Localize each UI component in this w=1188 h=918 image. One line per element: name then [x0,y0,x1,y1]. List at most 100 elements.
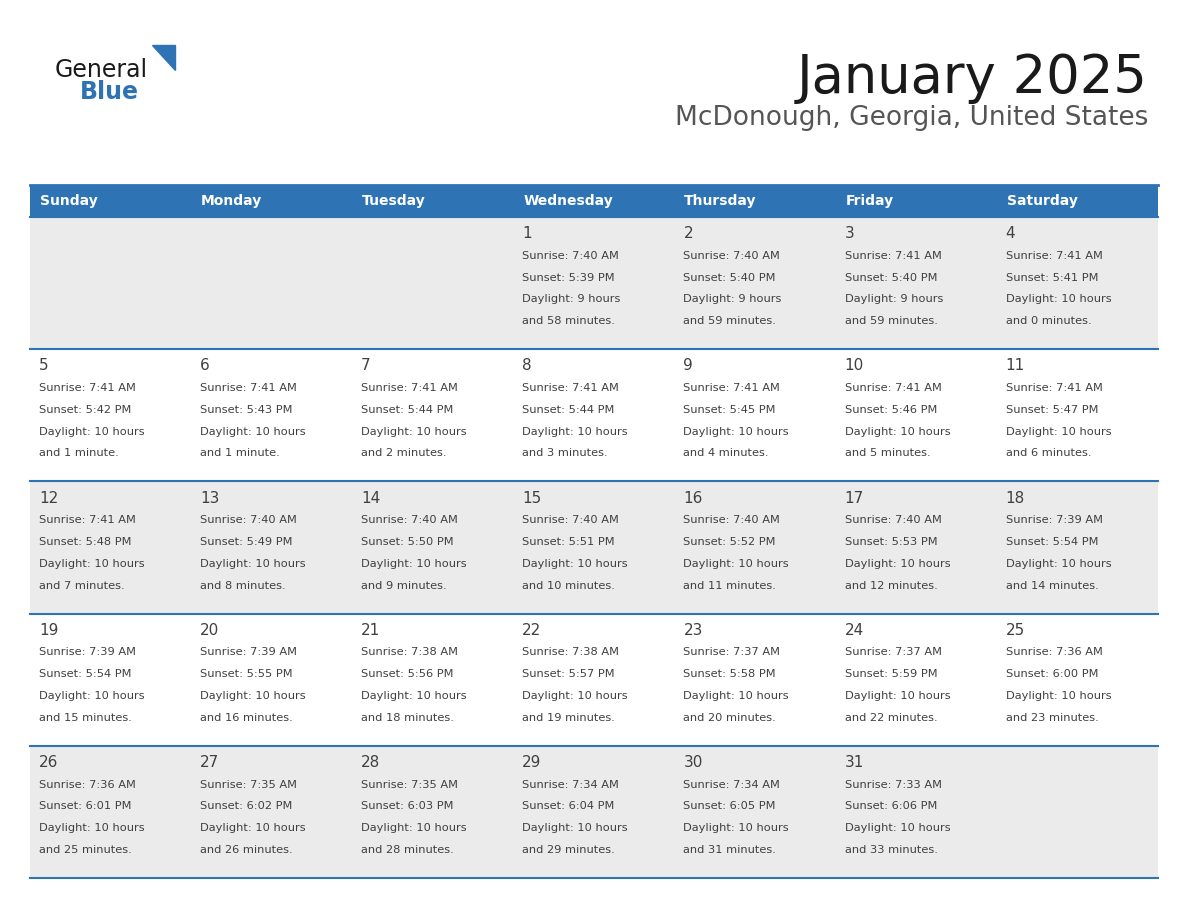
Text: Daylight: 10 hours: Daylight: 10 hours [361,823,467,834]
Text: Sunset: 5:46 PM: Sunset: 5:46 PM [845,405,937,415]
Text: Sunrise: 7:40 AM: Sunrise: 7:40 AM [361,515,459,525]
Text: and 1 minute.: and 1 minute. [39,448,119,458]
Text: Sunset: 6:00 PM: Sunset: 6:00 PM [1006,669,1098,679]
Text: and 0 minutes.: and 0 minutes. [1006,316,1092,326]
Text: and 11 minutes.: and 11 minutes. [683,580,776,590]
Text: Sunrise: 7:41 AM: Sunrise: 7:41 AM [39,515,135,525]
Text: 26: 26 [39,755,58,770]
Text: Sunset: 5:55 PM: Sunset: 5:55 PM [200,669,292,679]
Text: Sunset: 6:04 PM: Sunset: 6:04 PM [523,801,614,812]
Text: Sunset: 5:53 PM: Sunset: 5:53 PM [845,537,937,547]
Bar [30,185,191,217]
Text: McDonough, Georgia, United States: McDonough, Georgia, United States [675,105,1148,131]
Text: Daylight: 10 hours: Daylight: 10 hours [39,823,145,834]
Text: Daylight: 10 hours: Daylight: 10 hours [1006,295,1111,305]
Text: Wednesday: Wednesday [523,194,613,208]
Text: 6: 6 [200,358,210,374]
Text: and 9 minutes.: and 9 minutes. [361,580,447,590]
Text: Daylight: 10 hours: Daylight: 10 hours [361,691,467,701]
Bar [30,745,1158,878]
Text: Daylight: 10 hours: Daylight: 10 hours [39,559,145,569]
Text: and 10 minutes.: and 10 minutes. [523,580,615,590]
Text: Sunrise: 7:41 AM: Sunrise: 7:41 AM [683,383,781,393]
Text: Sunset: 5:54 PM: Sunset: 5:54 PM [39,669,132,679]
Text: Sunset: 5:47 PM: Sunset: 5:47 PM [1006,405,1098,415]
Text: Sunrise: 7:41 AM: Sunrise: 7:41 AM [523,383,619,393]
Text: Sunset: 5:54 PM: Sunset: 5:54 PM [1006,537,1098,547]
Text: Sunrise: 7:41 AM: Sunrise: 7:41 AM [39,383,135,393]
Text: and 59 minutes.: and 59 minutes. [683,316,776,326]
Text: Daylight: 10 hours: Daylight: 10 hours [200,427,305,437]
Text: Sunrise: 7:34 AM: Sunrise: 7:34 AM [523,779,619,789]
Bar [30,613,1158,745]
Text: 29: 29 [523,755,542,770]
Text: Sunrise: 7:38 AM: Sunrise: 7:38 AM [361,647,459,657]
Bar [30,481,1158,613]
Text: Sunrise: 7:41 AM: Sunrise: 7:41 AM [1006,251,1102,261]
Text: Monday: Monday [201,194,263,208]
Text: 9: 9 [683,358,693,374]
Text: 11: 11 [1006,358,1025,374]
Text: 7: 7 [361,358,371,374]
Text: Daylight: 10 hours: Daylight: 10 hours [200,691,305,701]
Text: 3: 3 [845,226,854,241]
Text: Daylight: 10 hours: Daylight: 10 hours [39,427,145,437]
Text: 31: 31 [845,755,864,770]
Text: Sunrise: 7:41 AM: Sunrise: 7:41 AM [1006,383,1102,393]
Text: Daylight: 10 hours: Daylight: 10 hours [845,559,950,569]
Text: and 31 minutes.: and 31 minutes. [683,845,776,855]
Text: 15: 15 [523,490,542,506]
Text: and 59 minutes.: and 59 minutes. [845,316,937,326]
Text: Sunrise: 7:41 AM: Sunrise: 7:41 AM [845,251,941,261]
Text: 18: 18 [1006,490,1025,506]
Text: Sunrise: 7:35 AM: Sunrise: 7:35 AM [200,779,297,789]
Text: 30: 30 [683,755,703,770]
Text: Daylight: 10 hours: Daylight: 10 hours [1006,559,1111,569]
Text: Sunrise: 7:36 AM: Sunrise: 7:36 AM [1006,647,1102,657]
Text: Daylight: 10 hours: Daylight: 10 hours [361,559,467,569]
Text: Sunrise: 7:35 AM: Sunrise: 7:35 AM [361,779,459,789]
Text: Daylight: 9 hours: Daylight: 9 hours [845,295,943,305]
Text: and 6 minutes.: and 6 minutes. [1006,448,1092,458]
Text: Daylight: 10 hours: Daylight: 10 hours [683,691,789,701]
Text: Sunset: 5:48 PM: Sunset: 5:48 PM [39,537,132,547]
Text: Sunset: 5:39 PM: Sunset: 5:39 PM [523,273,615,283]
Text: Sunset: 6:06 PM: Sunset: 6:06 PM [845,801,937,812]
Text: Saturday: Saturday [1006,194,1078,208]
Text: and 19 minutes.: and 19 minutes. [523,712,615,722]
Bar [30,217,1158,349]
Text: Sunset: 5:41 PM: Sunset: 5:41 PM [1006,273,1098,283]
Text: Sunset: 5:45 PM: Sunset: 5:45 PM [683,405,776,415]
Text: Sunrise: 7:39 AM: Sunrise: 7:39 AM [39,647,135,657]
Text: Sunset: 5:59 PM: Sunset: 5:59 PM [845,669,937,679]
Text: Sunrise: 7:33 AM: Sunrise: 7:33 AM [845,779,942,789]
Bar [30,349,1158,481]
Text: 5: 5 [39,358,49,374]
Text: Sunrise: 7:40 AM: Sunrise: 7:40 AM [200,515,297,525]
Text: Daylight: 10 hours: Daylight: 10 hours [39,691,145,701]
Text: Sunset: 6:02 PM: Sunset: 6:02 PM [200,801,292,812]
Text: 16: 16 [683,490,703,506]
Text: Sunset: 5:50 PM: Sunset: 5:50 PM [361,537,454,547]
Text: Sunrise: 7:40 AM: Sunrise: 7:40 AM [523,251,619,261]
Text: Daylight: 10 hours: Daylight: 10 hours [200,823,305,834]
Bar [997,185,1158,217]
Text: and 14 minutes.: and 14 minutes. [1006,580,1099,590]
Text: and 16 minutes.: and 16 minutes. [200,712,292,722]
Text: and 5 minutes.: and 5 minutes. [845,448,930,458]
Text: and 18 minutes.: and 18 minutes. [361,712,454,722]
Text: 23: 23 [683,622,703,638]
Text: Daylight: 10 hours: Daylight: 10 hours [1006,427,1111,437]
Text: 2: 2 [683,226,693,241]
Text: Sunrise: 7:39 AM: Sunrise: 7:39 AM [200,647,297,657]
Text: Sunrise: 7:34 AM: Sunrise: 7:34 AM [683,779,781,789]
Text: Tuesday: Tuesday [362,194,425,208]
Text: Sunset: 5:40 PM: Sunset: 5:40 PM [845,273,937,283]
Text: 28: 28 [361,755,380,770]
Text: Sunrise: 7:40 AM: Sunrise: 7:40 AM [845,515,941,525]
Bar [353,185,513,217]
Text: and 25 minutes.: and 25 minutes. [39,845,132,855]
Text: and 26 minutes.: and 26 minutes. [200,845,292,855]
Text: 4: 4 [1006,226,1016,241]
Text: Sunrise: 7:36 AM: Sunrise: 7:36 AM [39,779,135,789]
